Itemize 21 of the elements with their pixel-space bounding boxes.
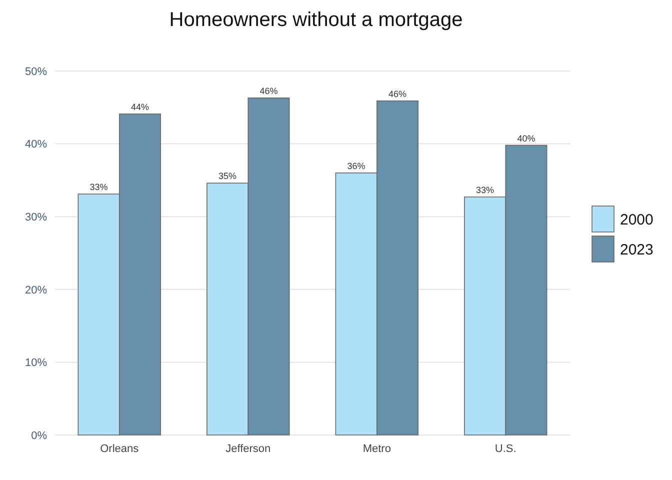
y-tick-label: 50% (24, 66, 48, 78)
y-tick-label: 40% (24, 138, 48, 151)
data-label: 44% (130, 102, 149, 112)
x-tick-label: Orleans (100, 443, 140, 455)
legend-label: 2000 (620, 211, 654, 228)
data-label: 36% (347, 160, 366, 171)
data-label: 40% (517, 133, 536, 144)
chart-title: Homeowners without a mortgage (169, 9, 463, 31)
data-label: 46% (260, 86, 278, 96)
data-label: 46% (388, 88, 406, 99)
y-tick-label: 20% (24, 284, 48, 296)
x-tick-label: Jefferson (226, 443, 271, 455)
data-label: 33% (90, 182, 108, 192)
data-label: 35% (218, 171, 237, 182)
y-tick-label: 30% (24, 211, 48, 224)
legend-label: 2023 (620, 241, 654, 258)
x-tick-label: U.S. (494, 443, 516, 455)
y-tick-label: 0% (31, 430, 48, 442)
x-tick-label: Metro (362, 443, 391, 455)
data-label: 33% (476, 184, 494, 195)
y-tick-label: 10% (24, 357, 48, 370)
